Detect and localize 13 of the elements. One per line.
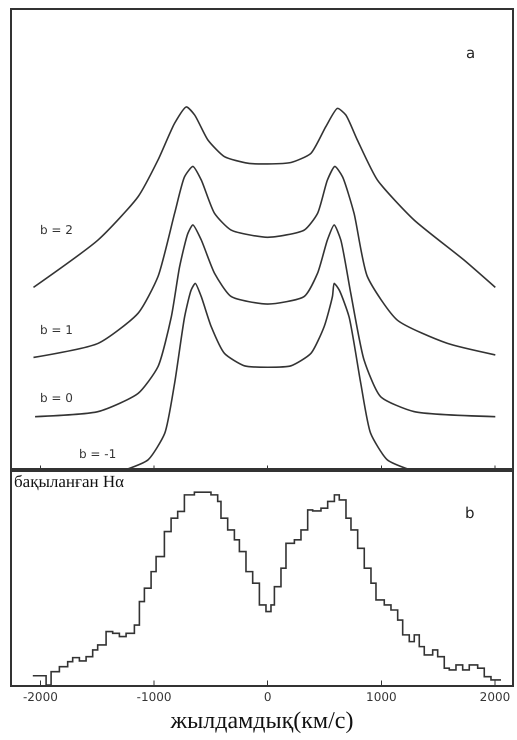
series-label: b = 1 xyxy=(40,323,73,337)
text: бақыланған Hα xyxy=(14,472,124,491)
series-label: b = 0 xyxy=(40,391,73,405)
annotation: b xyxy=(465,504,475,522)
x-axis-title: жылдамдық(км/с) xyxy=(170,708,354,734)
x-tick-label: 0 xyxy=(264,690,272,704)
x-tick-label: -1000 xyxy=(136,690,172,704)
x-tick-label: 1000 xyxy=(366,690,397,704)
x-tick-label: -2000 xyxy=(22,690,58,704)
series-label: b = -1 xyxy=(79,447,116,461)
text: a xyxy=(466,44,476,62)
x-tick-label: 2000 xyxy=(480,690,510,704)
series-label: b = 2 xyxy=(40,223,73,237)
